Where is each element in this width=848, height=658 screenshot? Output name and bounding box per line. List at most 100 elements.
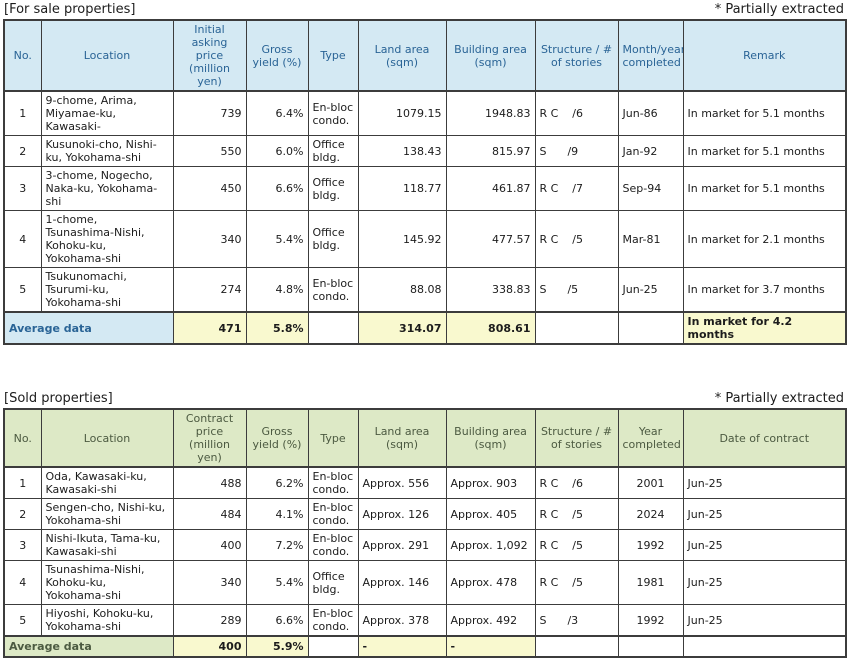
cell-contract-date: Jun-25: [682, 466, 847, 499]
cell-year-completed: 1981: [617, 560, 684, 605]
average-row: Average data 400 5.9% - -: [3, 635, 847, 658]
cell-contract-date: Jun-25: [682, 529, 847, 561]
cell-completed: Jun-86: [617, 90, 684, 136]
cell-avg-land-area: 314.07: [357, 311, 447, 345]
table-row: 1 9-chome, Arima, Miyamae-ku, Kawasaki- …: [3, 90, 847, 136]
cell-type: En-bloc condo.: [307, 90, 359, 136]
cell-avg-year-empty: [617, 635, 684, 658]
cell-location: Sengen-cho, Nishi-ku, Yokohama-shi: [40, 498, 174, 530]
table-row: 2 Sengen-cho, Nishi-ku, Yokohama-shi 484…: [3, 498, 847, 530]
cell-location: Kusunoki-cho, Nishi-ku, Yokohama-shi: [40, 135, 174, 167]
cell-avg-land-area: -: [357, 635, 447, 658]
cell-building-area: Approx. 478: [445, 560, 536, 605]
for-sale-section: [For sale properties] * Partially extrac…: [3, 2, 847, 345]
cell-no: 2: [3, 498, 42, 530]
cell-type: En-bloc condo.: [307, 466, 359, 499]
cell-type: Office bldg.: [307, 560, 359, 605]
cell-land-area: 1079.15: [357, 90, 447, 136]
cell-location: 3-chome, Nogecho, Naka-ku, Yokohama-shi: [40, 166, 174, 211]
cell-completed: Jan-92: [617, 135, 684, 167]
cell-building-area: 338.83: [445, 267, 536, 313]
cell-remark: In market for 5.1 months: [682, 90, 847, 136]
table-row: 2 Kusunoki-cho, Nishi-ku, Yokohama-shi 5…: [3, 135, 847, 167]
cell-price: 340: [172, 210, 247, 268]
cell-avg-price: 400: [172, 635, 247, 658]
cell-no: 5: [3, 604, 42, 637]
cell-no: 3: [3, 529, 42, 561]
cell-location: Tsunashima-Nishi, Kohoku-ku, Yokohama-sh…: [40, 560, 174, 605]
cell-location: 1-chome, Tsunashima-Nishi, Kohoku-ku, Yo…: [40, 210, 174, 268]
cell-price: 488: [172, 466, 247, 499]
cell-building-area: 815.97: [445, 135, 536, 167]
cell-year-completed: 2024: [617, 498, 684, 530]
for-sale-title: [For sale properties]: [4, 2, 136, 17]
cell-avg-yield: 5.8%: [245, 311, 309, 345]
cell-remark: In market for 5.1 months: [682, 135, 847, 167]
cell-type: En-bloc condo.: [307, 529, 359, 561]
table-row: 5 Hiyoshi, Kohoku-ku, Yokohama-shi 289 6…: [3, 604, 847, 637]
cell-avg-structure-empty: [534, 311, 619, 345]
table-row: 4 Tsunashima-Nishi, Kohoku-ku, Yokohama-…: [3, 560, 847, 605]
cell-yield: 7.2%: [245, 529, 309, 561]
cell-avg-type-empty: [307, 311, 359, 345]
cell-building-area: Approx. 1,092: [445, 529, 536, 561]
col-type: Type: [307, 19, 359, 92]
cell-type: Office bldg.: [307, 210, 359, 268]
cell-no: 4: [3, 560, 42, 605]
cell-avg-completed-empty: [617, 311, 684, 345]
cell-remark: In market for 5.1 months: [682, 166, 847, 211]
cell-land-area: Approx. 291: [357, 529, 447, 561]
sold-partially-extracted-note: * Partially extracted: [714, 391, 844, 406]
cell-land-area: 118.77: [357, 166, 447, 211]
cell-avg-type-empty: [307, 635, 359, 658]
cell-building-area: 461.87: [445, 166, 536, 211]
cell-yield: 5.4%: [245, 210, 309, 268]
table-row: 3 3-chome, Nogecho, Naka-ku, Yokohama-sh…: [3, 166, 847, 211]
cell-yield: 4.8%: [245, 267, 309, 313]
cell-contract-date: Jun-25: [682, 498, 847, 530]
col-month-year-completed: Month/year completed: [617, 19, 684, 92]
table-row: 3 Nishi-Ikuta, Tama-ku, Kawasaki-shi 400…: [3, 529, 847, 561]
cell-price: 289: [172, 604, 247, 637]
sold-section: [Sold properties] * Partially extracted …: [3, 391, 847, 658]
cell-no: 4: [3, 210, 42, 268]
cell-location: Oda, Kawasaki-ku, Kawasaki-shi: [40, 466, 174, 499]
for-sale-header-row: No. Location Initial asking price (milli…: [3, 19, 847, 92]
cell-completed: Jun-25: [617, 267, 684, 313]
cell-structure: R C /6: [534, 90, 619, 136]
cell-no: 2: [3, 135, 42, 167]
sold-header-row: No. Location Contract price (million yen…: [3, 408, 847, 468]
cell-price: 274: [172, 267, 247, 313]
col-gross-yield: Gross yield (%): [245, 408, 309, 468]
average-label: Average data: [3, 311, 174, 345]
cell-year-completed: 1992: [617, 529, 684, 561]
cell-price: 484: [172, 498, 247, 530]
cell-remark: In market for 2.1 months: [682, 210, 847, 268]
cell-land-area: Approx. 556: [357, 466, 447, 499]
col-remark: Remark: [682, 19, 847, 92]
sold-section-header: [Sold properties] * Partially extracted: [3, 391, 845, 408]
cell-avg-building-area: -: [445, 635, 536, 658]
col-structure-stories: Structure / # of stories: [534, 19, 619, 92]
cell-completed: Sep-94: [617, 166, 684, 211]
cell-building-area: Approx. 405: [445, 498, 536, 530]
cell-land-area: 88.08: [357, 267, 447, 313]
col-gross-yield: Gross yield (%): [245, 19, 309, 92]
cell-yield: 6.6%: [245, 166, 309, 211]
cell-type: En-bloc condo.: [307, 267, 359, 313]
col-type: Type: [307, 408, 359, 468]
col-date-of-contract: Date of contract: [682, 408, 847, 468]
cell-structure: S /9: [534, 135, 619, 167]
for-sale-section-header: [For sale properties] * Partially extrac…: [3, 2, 845, 19]
cell-location: Nishi-Ikuta, Tama-ku, Kawasaki-shi: [40, 529, 174, 561]
table-row: 4 1-chome, Tsunashima-Nishi, Kohoku-ku, …: [3, 210, 847, 268]
cell-avg-price: 471: [172, 311, 247, 345]
cell-structure: R C /5: [534, 529, 619, 561]
cell-type: Office bldg.: [307, 166, 359, 211]
cell-land-area: Approx. 378: [357, 604, 447, 637]
cell-land-area: Approx. 146: [357, 560, 447, 605]
cell-yield: 6.6%: [245, 604, 309, 637]
col-land-area: Land area (sqm): [357, 408, 447, 468]
col-initial-asking-price: Initial asking price (million yen): [172, 19, 247, 92]
col-location: Location: [40, 19, 174, 92]
